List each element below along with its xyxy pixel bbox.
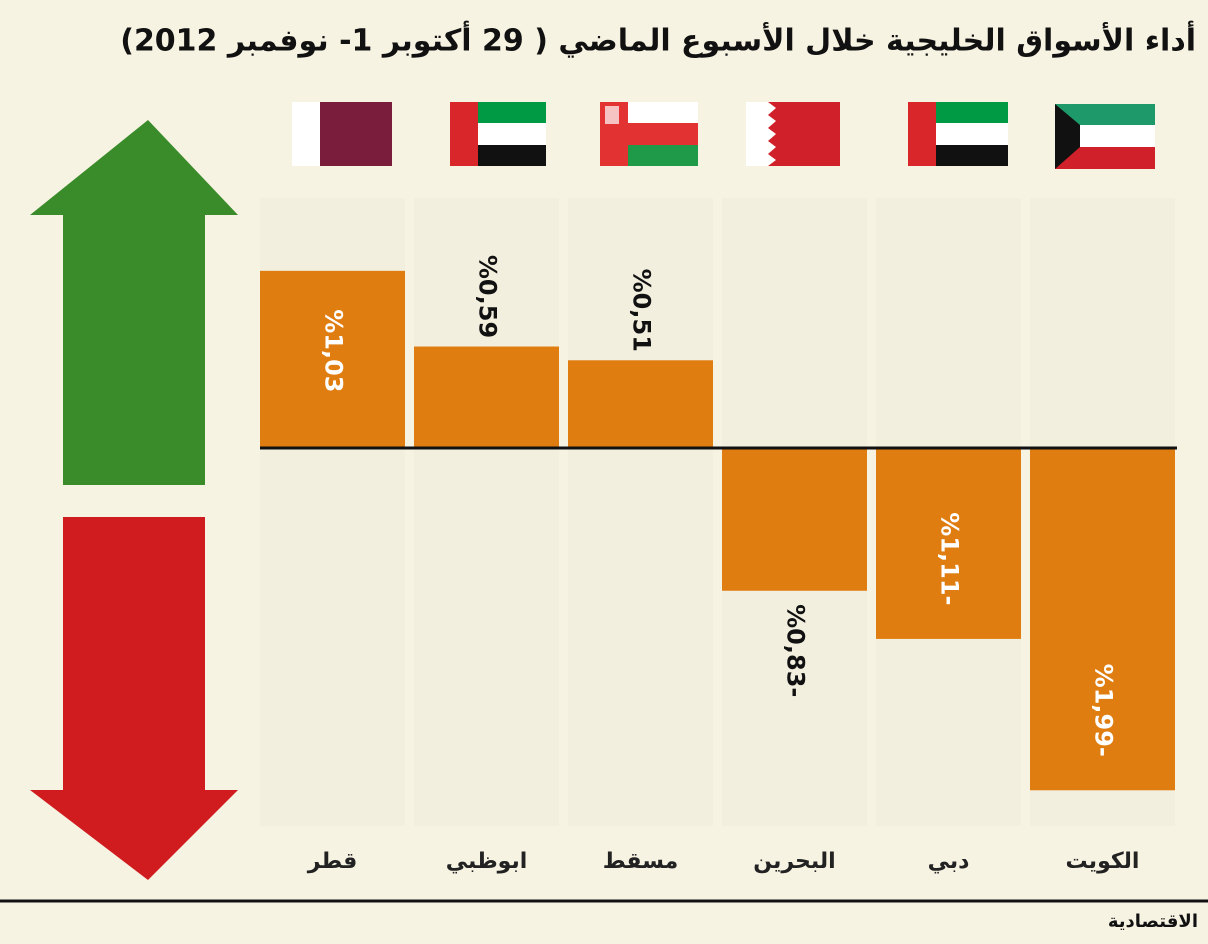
value-label: %1,99- — [1090, 664, 1118, 757]
value-label: %0,59 — [474, 255, 502, 338]
up-arrow — [30, 120, 238, 485]
source: الاقتصادية — [1108, 911, 1198, 932]
value-label: %1,11- — [936, 512, 964, 605]
bar — [414, 346, 559, 448]
x-tick-label: قطر — [307, 849, 358, 874]
bar — [722, 448, 867, 591]
column-background — [414, 198, 559, 826]
x-tick-label: البحرين — [753, 849, 835, 874]
bar — [876, 448, 1021, 639]
column-background — [568, 198, 713, 826]
flag-dubai — [908, 102, 1008, 166]
down-arrow — [30, 517, 238, 880]
flag-bahrain — [746, 102, 840, 166]
flag-uae — [450, 102, 546, 166]
x-tick-label: مسقط — [603, 849, 678, 874]
flag-kuwait — [1055, 104, 1155, 169]
value-label: %0,51 — [628, 269, 656, 352]
value-label: %1,03 — [320, 309, 348, 392]
flag-qatar — [292, 102, 392, 166]
value-label: %0,83- — [782, 604, 810, 697]
x-tick-label: دبي — [928, 849, 970, 874]
x-tick-label: ابوظبي — [446, 849, 528, 874]
flag-oman — [600, 102, 698, 166]
bar — [260, 270, 405, 448]
chart-title: أداء الأسواق الخليجية خلال الأسبوع الماض… — [120, 21, 1196, 59]
x-tick-label: الكويت — [1066, 849, 1140, 874]
bar — [568, 360, 713, 448]
bar — [1030, 448, 1175, 791]
